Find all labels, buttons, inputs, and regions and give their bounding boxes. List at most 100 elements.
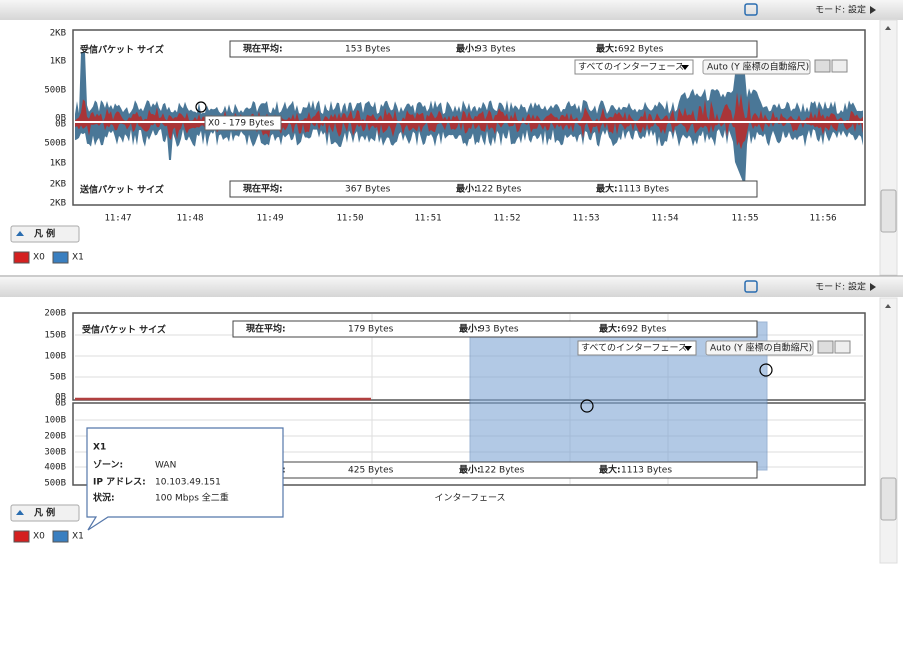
auto-button[interactable] bbox=[705, 340, 814, 356]
min-label: 最小: bbox=[456, 43, 478, 55]
scroll-thumb[interactable] bbox=[880, 477, 897, 521]
tooltip-key: ゾーン: bbox=[93, 459, 123, 471]
header-bar bbox=[0, 0, 903, 20]
max-value: 1113 Bytes bbox=[618, 185, 669, 195]
y-tick-label: 300B bbox=[44, 448, 66, 458]
scroll-thumb[interactable] bbox=[880, 189, 897, 233]
y-tick-label: 500B bbox=[44, 479, 66, 489]
max-value: 1113 Bytes bbox=[621, 466, 672, 476]
stats-box bbox=[229, 180, 758, 198]
tooltip-key: 状況: bbox=[93, 492, 115, 504]
bar-view-button[interactable] bbox=[817, 340, 834, 354]
legend-title: 凡 例 bbox=[33, 228, 55, 240]
x-tick-label: 11:54 bbox=[651, 214, 678, 224]
y-tick-label: 1KB bbox=[50, 57, 66, 67]
receive-title: 受信パケット サイズ bbox=[80, 44, 164, 56]
tooltip-box bbox=[86, 427, 284, 531]
x-tick-label: 11:49 bbox=[256, 214, 283, 224]
bar-view-button[interactable] bbox=[814, 59, 831, 73]
select-arrow bbox=[681, 65, 689, 70]
x-tick-label: 11:53 bbox=[572, 214, 599, 224]
legend-item: X0 bbox=[33, 532, 45, 542]
min-value: 122 Bytes bbox=[479, 466, 525, 476]
tooltip-title: X1 bbox=[93, 443, 106, 453]
auto-button-text: Auto (Y 座標の自動縮尺) bbox=[707, 61, 809, 73]
max-label: 最大: bbox=[599, 464, 621, 476]
avg-label: 現在平均: bbox=[243, 43, 283, 55]
legend-swatch[interactable] bbox=[13, 530, 30, 543]
y-tick-label: 2KB bbox=[50, 29, 66, 39]
y-tick-label: 50B bbox=[50, 373, 66, 383]
interface-select[interactable] bbox=[577, 340, 697, 356]
x-tick-label: 11:50 bbox=[336, 214, 363, 224]
tooltip-key: IP アドレス: bbox=[93, 477, 146, 488]
max-value: 692 Bytes bbox=[621, 325, 667, 335]
y-tick-label: 0B bbox=[55, 120, 66, 130]
y-tick-label: 500B bbox=[44, 139, 66, 149]
max-label: 最大: bbox=[596, 43, 618, 55]
hover-marker bbox=[195, 101, 207, 113]
mode-arrow[interactable] bbox=[870, 6, 876, 14]
interface-select-text: すべてのインターフェース bbox=[578, 62, 684, 73]
legend-toggle[interactable] bbox=[10, 504, 80, 522]
mode-label: モード: 設定 bbox=[815, 281, 866, 293]
popout-icon[interactable] bbox=[744, 3, 758, 16]
scroll-up[interactable] bbox=[885, 26, 891, 30]
hover-marker bbox=[580, 399, 594, 413]
stats-box bbox=[229, 40, 758, 58]
y-tick-label: 100B bbox=[44, 416, 66, 426]
max-label: 最大: bbox=[596, 183, 618, 195]
y-tick-label: 0B bbox=[55, 399, 66, 409]
mode-arrow[interactable] bbox=[870, 283, 876, 291]
min-label: 最小: bbox=[459, 323, 481, 335]
traffic-waveform bbox=[75, 122, 863, 150]
interface-select[interactable] bbox=[574, 59, 694, 75]
legend-toggle[interactable] bbox=[10, 225, 80, 243]
tooltip-value: 100 Mbps 全二重 bbox=[155, 492, 229, 504]
y-tick-label: 100B bbox=[44, 352, 66, 362]
y-tick-label: 200B bbox=[44, 309, 66, 319]
y-tick-label: 2KB bbox=[50, 199, 66, 209]
min-value: 93 Bytes bbox=[476, 45, 516, 55]
hover-tooltip bbox=[204, 115, 282, 131]
y-tick-label: 0B bbox=[55, 114, 66, 124]
avg-value: 367 Bytes bbox=[345, 185, 391, 195]
legend-toggle-icon bbox=[16, 231, 24, 236]
avg-value: 153 Bytes bbox=[345, 45, 391, 55]
y-tick-label: 2KB bbox=[50, 180, 66, 190]
min-value: 93 Bytes bbox=[479, 325, 519, 335]
x-tick-label: 11:47 bbox=[104, 214, 131, 224]
legend-swatch[interactable] bbox=[52, 251, 69, 264]
max-label: 最大: bbox=[599, 323, 621, 335]
hover-marker bbox=[759, 363, 773, 377]
y-tick-label: 150B bbox=[44, 331, 66, 341]
legend-toggle-icon bbox=[16, 510, 24, 515]
avg-label: 現在平均: bbox=[246, 323, 286, 335]
legend-item: X1 bbox=[72, 253, 84, 263]
max-value: 692 Bytes bbox=[618, 45, 664, 55]
y-tick-label: 1KB bbox=[50, 159, 66, 169]
popout-icon[interactable] bbox=[744, 280, 758, 293]
scrollbar-track bbox=[879, 297, 898, 564]
legend-item: X1 bbox=[72, 532, 84, 542]
auto-button[interactable] bbox=[702, 59, 811, 75]
interface-select-text: すべてのインターフェース bbox=[581, 343, 687, 354]
avg-value: 425 Bytes bbox=[348, 466, 394, 476]
line-view-button[interactable] bbox=[831, 59, 848, 73]
scrollbar-track bbox=[879, 19, 898, 276]
legend-swatch[interactable] bbox=[52, 530, 69, 543]
line-view-button[interactable] bbox=[834, 340, 851, 354]
x-tick-label: 11:56 bbox=[809, 214, 836, 224]
auto-button-text: Auto (Y 座標の自動縮尺) bbox=[710, 342, 812, 354]
legend-swatch[interactable] bbox=[13, 251, 30, 264]
x-tick-label: 11:51 bbox=[414, 214, 441, 224]
min-label: 最小: bbox=[459, 464, 481, 476]
send-title: 送信パケット サイズ bbox=[79, 184, 164, 196]
traffic-waveform bbox=[75, 92, 863, 122]
scroll-up[interactable] bbox=[885, 304, 891, 308]
x-tick-label: 11:52 bbox=[493, 214, 520, 224]
mode-label: モード: 設定 bbox=[815, 4, 866, 16]
traffic-waveform bbox=[75, 122, 863, 187]
x-axis-label: インターフェース bbox=[434, 493, 505, 504]
